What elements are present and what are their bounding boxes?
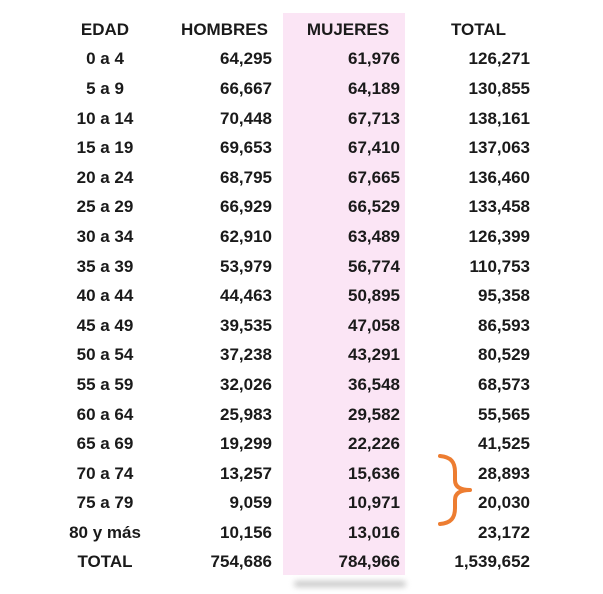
age-range-cell: 0 a 4 xyxy=(86,49,124,69)
total-value-cell: 130,855 xyxy=(468,78,530,98)
hombres-value-cell: 37,238 xyxy=(220,345,272,365)
mujeres-value-cell: 15,636 xyxy=(348,463,400,483)
column-header-total: TOTAL xyxy=(450,19,507,39)
hombres-value-cell: 32,026 xyxy=(220,374,272,394)
age-range-cell: 5 a 9 xyxy=(86,78,124,98)
hombres-value-cell: 66,667 xyxy=(220,78,272,98)
mujeres-value-cell: 56,774 xyxy=(348,256,400,276)
hombres-value-cell: 66,929 xyxy=(220,197,272,217)
hombres-value-cell: 25,983 xyxy=(220,404,272,424)
mujeres-value-cell: 64,189 xyxy=(348,78,400,98)
total-value-cell: 138,161 xyxy=(468,108,530,128)
column-header-edad: EDAD xyxy=(80,19,130,39)
age-range-cell: 35 a 39 xyxy=(76,256,134,276)
column-header-hombres: HOMBRES xyxy=(181,19,268,39)
highlight-shadow xyxy=(294,581,406,587)
total-value-cell: 1,539,652 xyxy=(454,552,530,572)
brace-annotation xyxy=(434,452,474,528)
hombres-value-cell: 53,979 xyxy=(220,256,272,276)
mujeres-value-cell: 67,665 xyxy=(348,167,400,187)
hombres-value-cell: 68,795 xyxy=(220,167,272,187)
mujeres-value-cell: 50,895 xyxy=(348,286,400,306)
age-range-cell: TOTAL xyxy=(77,552,133,572)
total-value-cell: 20,030 xyxy=(478,493,530,513)
column-header-mujeres: MUJERES xyxy=(306,19,390,39)
total-value-cell: 110,753 xyxy=(469,256,530,276)
total-value-cell: 95,358 xyxy=(478,286,530,306)
mujeres-value-cell: 63,489 xyxy=(348,226,400,246)
total-value-cell: 41,525 xyxy=(478,434,530,454)
hombres-value-cell: 62,910 xyxy=(220,226,272,246)
hombres-value-cell: 19,299 xyxy=(220,434,272,454)
age-range-cell: 15 a 19 xyxy=(76,138,134,158)
age-range-cell: 20 a 24 xyxy=(76,167,134,187)
mujeres-value-cell: 29,582 xyxy=(348,404,400,424)
mujeres-value-cell: 66,529 xyxy=(348,197,400,217)
age-range-cell: 40 a 44 xyxy=(76,286,134,306)
age-range-cell: 10 a 14 xyxy=(76,108,134,128)
total-value-cell: 126,271 xyxy=(468,49,530,69)
mujeres-value-cell: 61,976 xyxy=(348,49,400,69)
total-value-cell: 23,172 xyxy=(478,522,530,542)
total-value-cell: 80,529 xyxy=(478,345,530,365)
total-value-cell: 137,063 xyxy=(468,138,530,158)
age-range-cell: 50 a 54 xyxy=(76,345,134,365)
total-value-cell: 28,893 xyxy=(478,463,530,483)
mujeres-value-cell: 784,966 xyxy=(338,552,400,572)
age-range-cell: 45 a 49 xyxy=(76,315,134,335)
age-range-cell: 65 a 69 xyxy=(76,434,134,454)
mujeres-value-cell: 10,971 xyxy=(348,493,400,513)
total-value-cell: 126,399 xyxy=(468,226,530,246)
hombres-value-cell: 13,257 xyxy=(220,463,272,483)
age-range-cell: 25 a 29 xyxy=(76,197,134,217)
age-range-cell: 75 a 79 xyxy=(76,493,134,513)
mujeres-value-cell: 22,226 xyxy=(348,434,400,454)
age-range-cell: 80 y más xyxy=(69,522,141,542)
age-range-cell: 30 a 34 xyxy=(76,226,134,246)
population-table: EDAD HOMBRES MUJERES TOTAL 0 a 4 64,295 … xyxy=(30,15,538,577)
mujeres-value-cell: 43,291 xyxy=(348,345,400,365)
mujeres-value-cell: 13,016 xyxy=(348,522,400,542)
total-value-cell: 86,593 xyxy=(478,315,530,335)
hombres-value-cell: 10,156 xyxy=(220,522,272,542)
mujeres-highlight-band xyxy=(283,13,405,575)
hombres-value-cell: 64,295 xyxy=(220,49,272,69)
mujeres-value-cell: 47,058 xyxy=(348,315,400,335)
total-value-cell: 136,460 xyxy=(468,167,530,187)
hombres-value-cell: 754,686 xyxy=(210,552,272,572)
total-value-cell: 68,573 xyxy=(478,374,530,394)
curly-brace-icon xyxy=(438,454,472,526)
mujeres-value-cell: 67,410 xyxy=(348,138,400,158)
hombres-value-cell: 69,653 xyxy=(220,138,272,158)
hombres-value-cell: 70,448 xyxy=(220,108,272,128)
mujeres-value-cell: 36,548 xyxy=(348,374,400,394)
age-range-cell: 60 a 64 xyxy=(76,404,134,424)
hombres-value-cell: 44,463 xyxy=(220,286,272,306)
hombres-value-cell: 39,535 xyxy=(220,315,272,335)
age-range-cell: 70 a 74 xyxy=(76,463,134,483)
mujeres-value-cell: 67,713 xyxy=(348,108,400,128)
total-value-cell: 133,458 xyxy=(468,197,530,217)
age-range-cell: 55 a 59 xyxy=(76,374,134,394)
total-value-cell: 55,565 xyxy=(478,404,530,424)
hombres-value-cell: 9,059 xyxy=(229,493,272,513)
